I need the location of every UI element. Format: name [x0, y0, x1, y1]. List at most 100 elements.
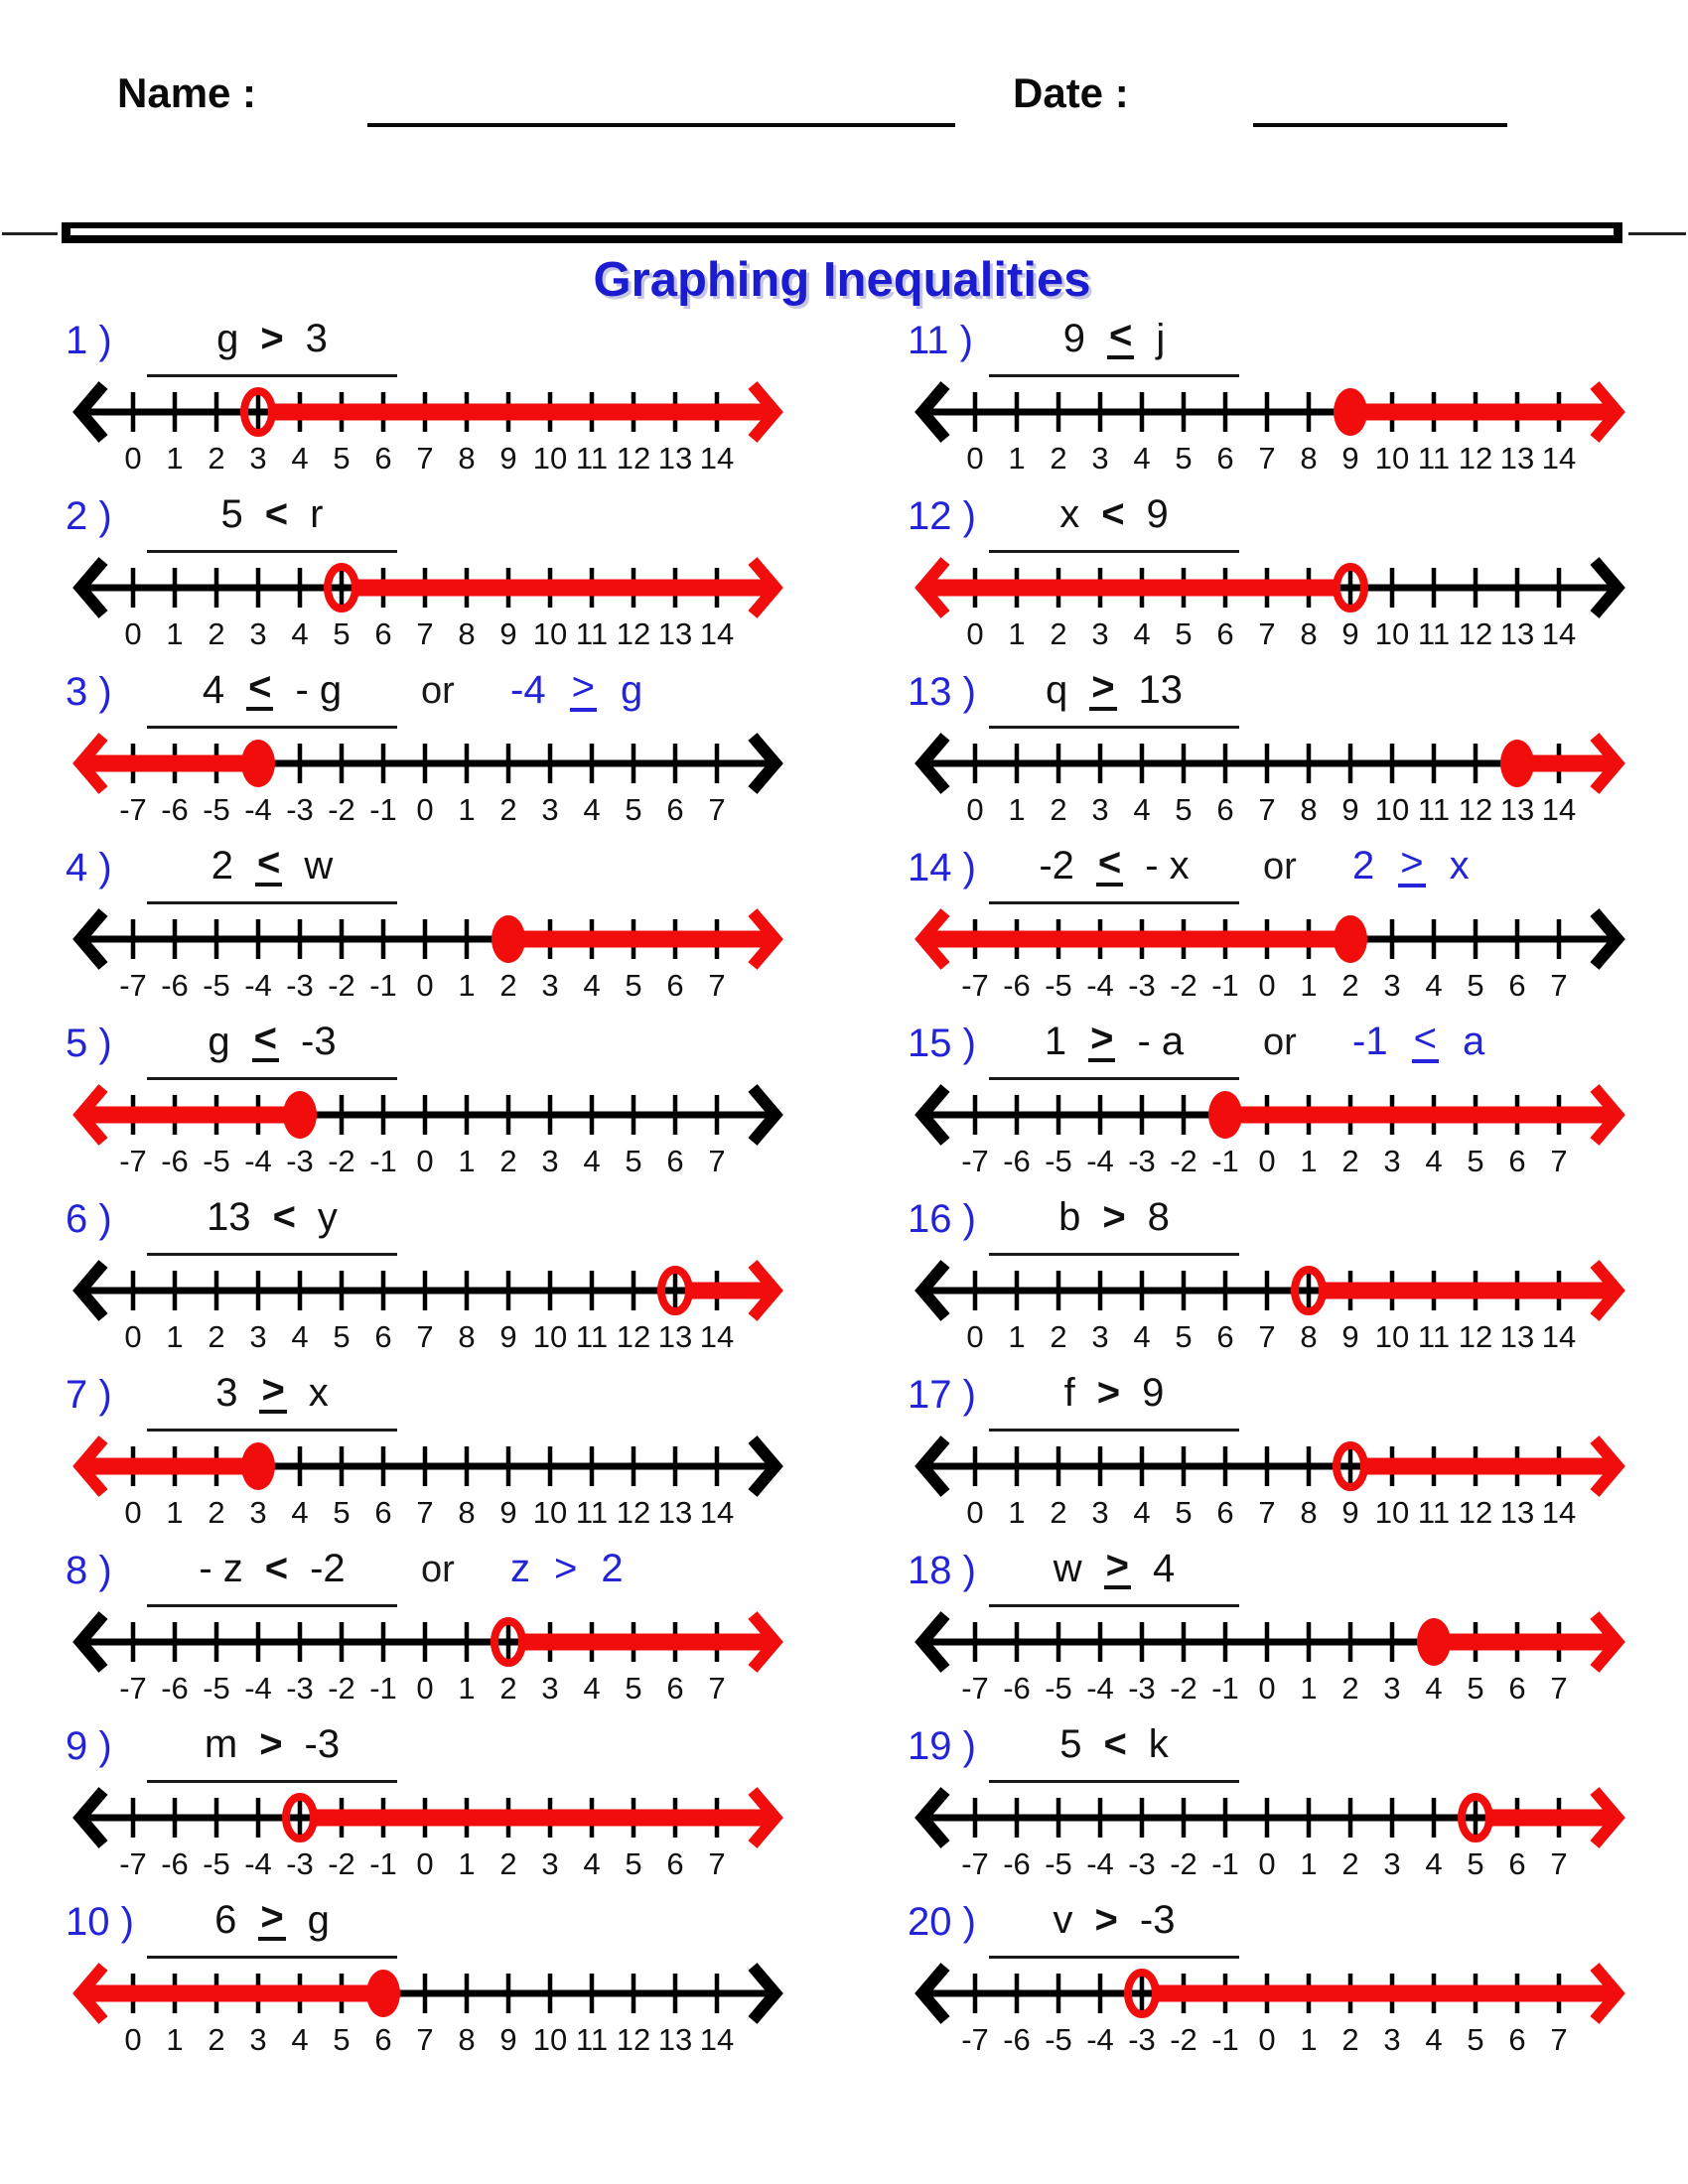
number-line: -7 -6 -5 -4 -3 -2 -1 0 1 2 3 4 5 6 7	[914, 908, 1625, 1003]
tick-label: 0	[966, 616, 983, 651]
tick-label: 0	[416, 792, 433, 827]
boundary-mark-closed-circle	[1334, 388, 1367, 436]
inequality-lhs: 5	[220, 492, 243, 536]
number-line: -7 -6 -5 -4 -3 -2 -1 0 1 2 3 4 5 6 7	[914, 1611, 1625, 1706]
right-arrow-icon	[1590, 1963, 1625, 2024]
number-line: 0 1 2 3 4 5 6 7 8 9 10 11 12 13 14	[72, 557, 783, 651]
right-arrow-icon	[1590, 1611, 1625, 1673]
tick-label: 1	[166, 1319, 183, 1354]
problem-8: 8 ) - z < -2 or z > 2 -7 -6 -5 -4 -3 -2 -1 0 1 2 3…	[66, 1541, 805, 1721]
tick-label: 5	[1467, 968, 1483, 1003]
inequality-operator: <	[246, 665, 274, 711]
tick-label: 6	[1216, 792, 1233, 827]
tick-label: 12	[1459, 792, 1492, 827]
tick-label: 8	[1300, 1495, 1317, 1530]
tick-label: -2	[328, 1671, 355, 1706]
right-arrow-icon	[748, 557, 783, 618]
tick-label: -2	[1170, 1671, 1197, 1706]
boundary-mark-open-circle	[240, 387, 276, 437]
right-arrow-icon	[1590, 1787, 1625, 1848]
tick-label: 13	[1500, 616, 1534, 651]
tick-label: 7	[708, 1846, 725, 1881]
tick-label: 11	[1418, 441, 1450, 476]
tick-label: -3	[1128, 1144, 1156, 1178]
tick-label: -4	[244, 1846, 272, 1881]
tick-label: 14	[700, 1495, 734, 1530]
problem-number: 20 )	[908, 1900, 976, 1944]
tick-label: 7	[1550, 1144, 1567, 1178]
tick-label: 2	[499, 968, 516, 1003]
problem-4: 4 ) 2 < w -7 -6 -5 -4 -3 -2 -1 0 1 2 3 4 5 6 7	[66, 838, 805, 1019]
tick-label: 7	[416, 441, 433, 476]
tick-label: 0	[966, 441, 983, 476]
inequality-rhs: -3	[304, 1722, 341, 1766]
tick-label: 11	[576, 2022, 608, 2057]
tick-label: 7	[1258, 616, 1275, 651]
tick-label: 13	[658, 2022, 692, 2057]
tick-label: 12	[1459, 616, 1492, 651]
tick-label: 2	[208, 1319, 224, 1354]
tick-label: -2	[328, 968, 355, 1003]
tick-label: -7	[961, 1846, 989, 1881]
tick-label: 3	[1383, 968, 1400, 1003]
tick-label: 12	[617, 1495, 650, 1530]
tick-label: -7	[119, 1671, 147, 1706]
tick-label: 5	[625, 1671, 641, 1706]
boundary-mark-closed-circle	[1208, 1091, 1242, 1139]
inequality-operator: >	[259, 1722, 283, 1766]
tick-label: 4	[291, 1319, 308, 1354]
inequality-lhs: g	[216, 317, 239, 360]
tick-label: 0	[1258, 2022, 1275, 2057]
tick-label: 6	[666, 1671, 683, 1706]
tick-label: 8	[458, 441, 475, 476]
tick-label: 1	[458, 1846, 475, 1881]
tick-label: 9	[1341, 441, 1358, 476]
tick-label: 8	[1300, 441, 1317, 476]
tick-label: 10	[533, 2022, 567, 2057]
tick-label: 5	[333, 2022, 350, 2057]
tick-label: 2	[208, 2022, 224, 2057]
problem-number: 12 )	[908, 494, 976, 538]
tick-label: 11	[576, 441, 608, 476]
name-blank-line[interactable]	[367, 123, 955, 127]
problem-19: 19 ) 5 < k -7 -6 -5 -4 -3 -2 -1 0 1 2 3 4 5 6 7	[908, 1716, 1647, 1897]
tick-label: -2	[328, 1144, 355, 1178]
inequality-rhs: - x	[1145, 844, 1190, 887]
date-blank-line[interactable]	[1253, 123, 1507, 127]
left-arrow-icon	[914, 557, 950, 618]
tick-label: 6	[666, 968, 683, 1003]
alt-rhs: g	[620, 668, 643, 712]
tick-label: 7	[416, 1495, 433, 1530]
tick-label: 1	[166, 2022, 183, 2057]
answer-line: x < 9	[989, 492, 1239, 553]
problem-15: 15 ) 1 > - a or -1 < a -7 -6 -5 -4 -3 -2 -1 0 1 2…	[908, 1014, 1647, 1194]
divider-edge-right	[1628, 232, 1686, 235]
tick-label: 2	[1050, 792, 1066, 827]
inequality-operator: >	[1103, 1544, 1131, 1589]
problem-16: 16 ) b > 8 0 1 2 3 4 5 6 7 8 9 10 11 12 13 14	[908, 1189, 1647, 1370]
left-arrow-icon	[914, 1260, 950, 1321]
alt-lhs: -4	[510, 668, 546, 712]
tick-label: 3	[249, 1319, 266, 1354]
number-line: 0 1 2 3 4 5 6 7 8 9 10 11 12 13 14	[72, 1260, 783, 1354]
tick-label: -3	[1128, 968, 1156, 1003]
right-arrow-icon	[1590, 908, 1625, 970]
tick-label: -6	[161, 1144, 189, 1178]
tick-label: 7	[416, 2022, 433, 2057]
tick-label: 3	[1091, 616, 1108, 651]
tick-label: 5	[625, 1144, 641, 1178]
tick-label: 4	[583, 792, 600, 827]
inequality-rhs: j	[1156, 317, 1166, 360]
tick-label: 0	[1258, 1671, 1275, 1706]
tick-label: -4	[1086, 1846, 1114, 1881]
tick-label: 9	[499, 1319, 516, 1354]
tick-label: 1	[166, 441, 183, 476]
inequality-rhs: 9	[1142, 1371, 1165, 1415]
number-line: 0 1 2 3 4 5 6 7 8 9 10 11 12 13 14	[914, 381, 1625, 476]
tick-label: 5	[1467, 1671, 1483, 1706]
inequality-operator: <	[264, 492, 289, 536]
problem-number: 7 )	[66, 1373, 112, 1417]
inequality-rhs: r	[310, 492, 324, 536]
problem-number: 8 )	[66, 1549, 112, 1592]
left-arrow-icon	[72, 908, 108, 970]
